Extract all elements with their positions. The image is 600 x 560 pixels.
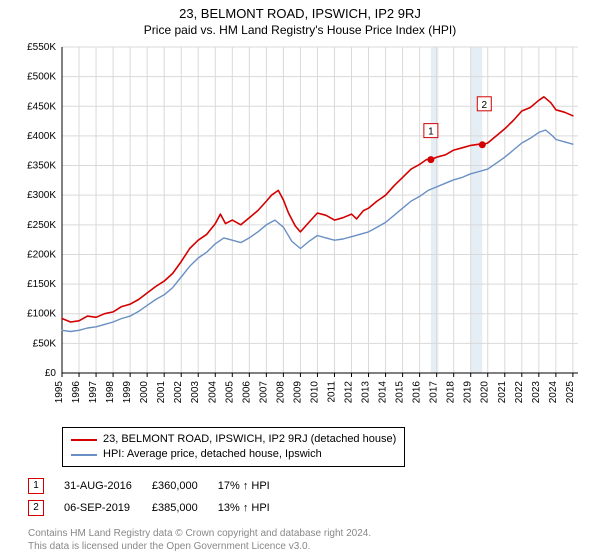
event-delta: 17% ↑ HPI	[218, 475, 290, 497]
event-price: £385,000	[152, 497, 218, 519]
chart-title: 23, BELMONT ROAD, IPSWICH, IP2 9RJ	[14, 6, 586, 21]
x-tick-label: 2010	[309, 381, 320, 404]
y-tick-label: £400K	[27, 131, 56, 142]
x-tick-label: 1998	[105, 381, 116, 404]
x-tick-label: 2020	[480, 381, 491, 404]
event-date: 06-SEP-2019	[64, 497, 152, 519]
x-tick-label: 2017	[429, 381, 440, 404]
x-tick-label: 2002	[173, 381, 184, 404]
y-tick-label: £150K	[27, 279, 56, 290]
x-tick-label: 2016	[412, 381, 423, 404]
event-delta: 13% ↑ HPI	[218, 497, 290, 519]
legend-item: 23, BELMONT ROAD, IPSWICH, IP2 9RJ (deta…	[71, 432, 396, 447]
x-tick-label: 2024	[548, 381, 559, 404]
event-marker-label: 2	[482, 100, 488, 111]
event-id-marker: 2	[28, 500, 44, 516]
x-tick-label: 2019	[463, 381, 474, 404]
x-tick-label: 1996	[71, 381, 82, 404]
x-tick-label: 2003	[190, 381, 201, 404]
events-table: 1 31-AUG-2016£360,00017% ↑ HPI 2 06-SEP-201…	[28, 475, 586, 519]
y-tick-label: £300K	[27, 190, 56, 201]
x-tick-label: 2005	[224, 381, 235, 404]
x-tick-label: 2009	[292, 381, 303, 404]
x-tick-label: 2000	[139, 381, 150, 404]
x-tick-label: 2011	[326, 381, 337, 403]
footer-line-1: Contains HM Land Registry data © Crown c…	[28, 527, 586, 540]
event-dot	[427, 156, 434, 163]
footer-attribution: Contains HM Land Registry data © Crown c…	[28, 527, 586, 553]
footer-line-2: This data is licensed under the Open Gov…	[28, 540, 586, 553]
highlight-band	[471, 47, 483, 373]
x-tick-label: 1997	[88, 381, 99, 404]
x-tick-label: 2022	[514, 381, 525, 404]
y-tick-label: £350K	[27, 161, 56, 172]
event-marker-label: 1	[428, 127, 434, 138]
legend-swatch	[71, 439, 97, 441]
event-date: 31-AUG-2016	[64, 475, 152, 497]
legend-label: HPI: Average price, detached house, Ipsw…	[103, 447, 322, 462]
x-tick-label: 2006	[241, 381, 252, 404]
x-tick-label: 2021	[497, 381, 508, 404]
event-id-marker: 1	[28, 478, 44, 494]
x-tick-label: 2012	[344, 381, 355, 404]
event-dot	[479, 141, 486, 148]
legend: 23, BELMONT ROAD, IPSWICH, IP2 9RJ (deta…	[62, 427, 405, 467]
event-price: £360,000	[152, 475, 218, 497]
x-tick-label: 2004	[207, 381, 218, 404]
chart-svg: £0 £50K £100K £150K £200K £250K £300K £350K £400…	[14, 41, 586, 421]
legend-item: HPI: Average price, detached house, Ipsw…	[71, 447, 396, 462]
legend-swatch	[71, 454, 97, 456]
x-tick-label: 2015	[395, 381, 406, 404]
legend-label: 23, BELMONT ROAD, IPSWICH, IP2 9RJ (deta…	[103, 432, 396, 447]
event-id-cell: 1	[28, 475, 64, 497]
event-row: 1 31-AUG-2016£360,00017% ↑ HPI	[28, 475, 290, 497]
y-tick-label: £0	[45, 368, 57, 379]
x-tick-label: 1999	[122, 381, 133, 404]
chart-subtitle: Price paid vs. HM Land Registry's House …	[14, 23, 586, 37]
highlight-band	[431, 47, 438, 373]
price-chart: £0 £50K £100K £150K £200K £250K £300K £350K £400…	[14, 41, 586, 421]
event-row: 2 06-SEP-2019£385,00013% ↑ HPI	[28, 497, 290, 519]
x-tick-label: 2008	[275, 381, 286, 404]
y-tick-label: £450K	[27, 101, 56, 112]
x-tick-label: 2001	[156, 381, 167, 404]
y-tick-label: £250K	[27, 220, 56, 231]
x-tick-label: 2023	[531, 381, 542, 404]
y-tick-label: £100K	[27, 309, 56, 320]
y-tick-label: £200K	[27, 249, 56, 260]
x-tick-label: 2013	[361, 381, 372, 404]
x-tick-label: 2018	[446, 381, 457, 404]
x-tick-label: 2025	[565, 381, 576, 404]
y-tick-label: £550K	[27, 42, 56, 53]
y-tick-label: £500K	[27, 72, 56, 83]
x-tick-label: 2007	[258, 381, 269, 404]
x-tick-label: 2014	[378, 381, 389, 404]
x-tick-label: 1995	[54, 381, 65, 404]
y-tick-label: £50K	[33, 338, 57, 349]
event-id-cell: 2	[28, 497, 64, 519]
